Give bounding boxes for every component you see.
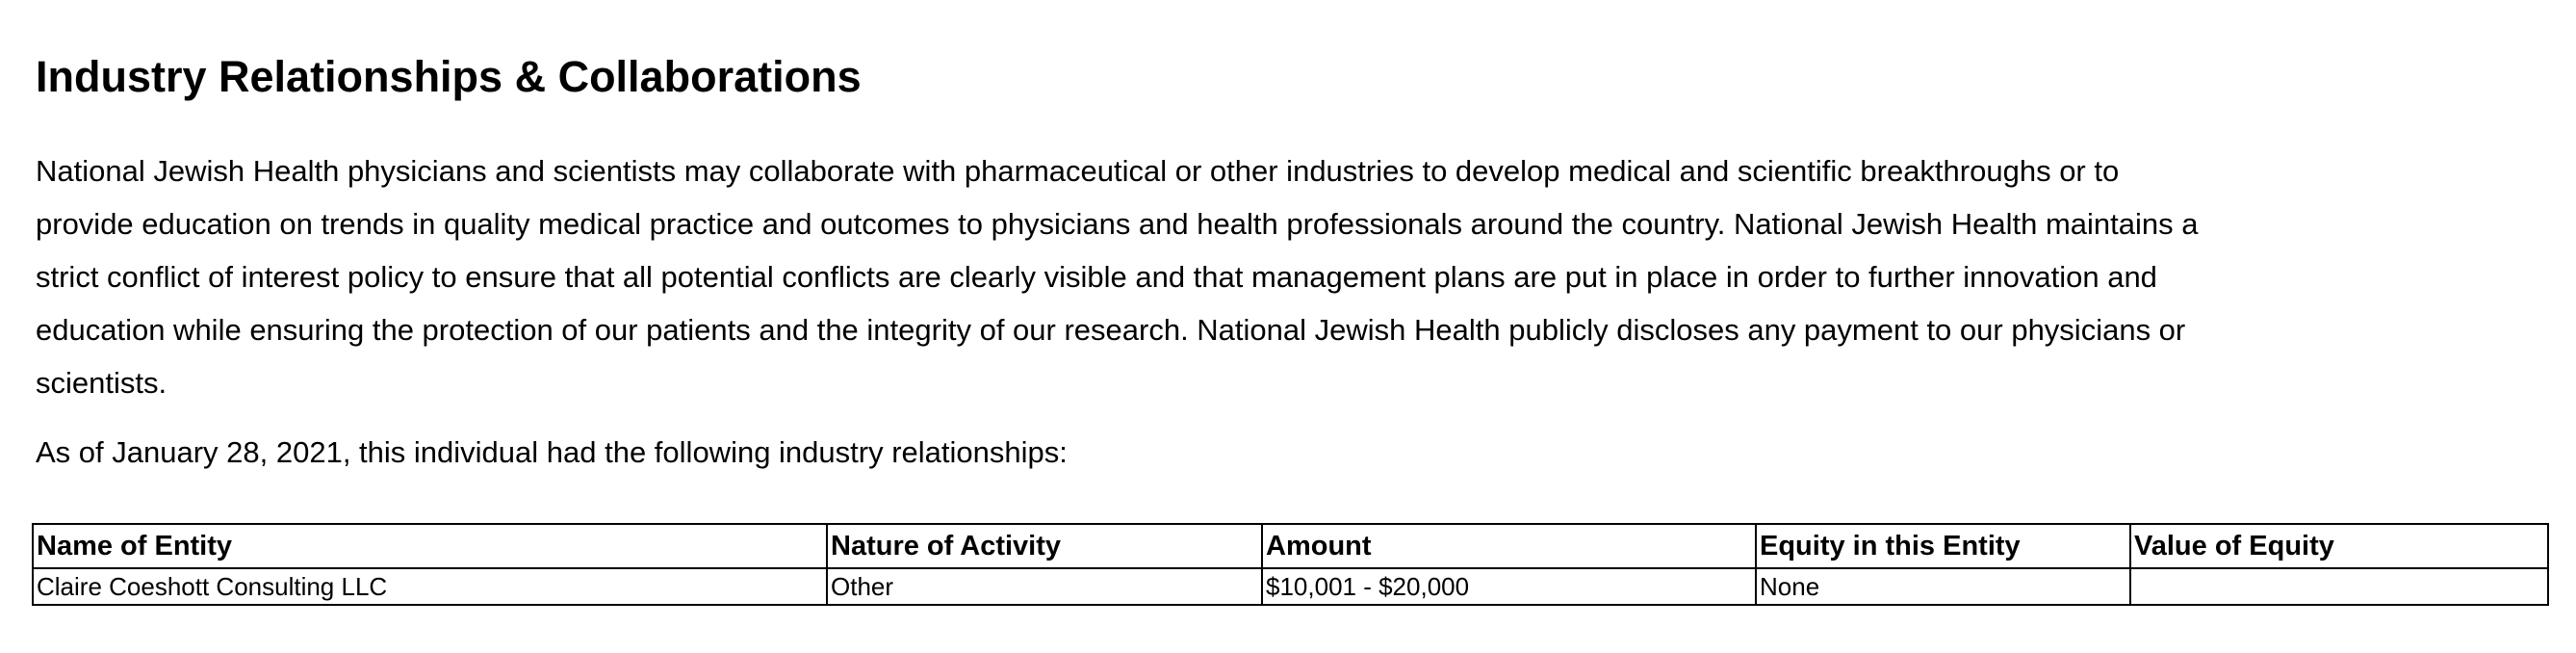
header-amount: Amount <box>1261 523 1757 569</box>
cell-nature-of-activity: Other <box>826 567 1263 606</box>
cell-amount: $10,001 - $20,000 <box>1261 567 1757 606</box>
table-header-row: Name of Entity Nature of Activity Amount… <box>32 523 2549 569</box>
paragraph-line: scientists. <box>36 366 167 400</box>
header-nature-of-activity: Nature of Activity <box>826 523 1263 569</box>
header-equity: Equity in this Entity <box>1755 523 2131 569</box>
header-name-of-entity: Name of Entity <box>32 523 828 569</box>
relationships-table: Name of Entity Nature of Activity Amount… <box>32 523 2549 606</box>
paragraph-line: National Jewish Health physicians and sc… <box>36 154 2120 188</box>
paragraph-line: education while ensuring the protection … <box>36 313 2186 347</box>
as-of-statement: As of January 28, 2021, this individual … <box>36 435 1068 469</box>
cell-equity: None <box>1755 567 2131 606</box>
paragraph-line: strict conflict of interest policy to en… <box>36 260 2157 294</box>
paragraph-line: provide education on trends in quality m… <box>36 207 2199 241</box>
page-title: Industry Relationships & Collaborations <box>36 52 862 101</box>
intro-paragraph: National Jewish Health physicians and sc… <box>36 144 2199 409</box>
table-row: Claire Coeshott Consulting LLC Other $10… <box>32 567 2549 606</box>
cell-name-of-entity: Claire Coeshott Consulting LLC <box>32 567 828 606</box>
cell-value-of-equity <box>2129 567 2549 606</box>
header-value-of-equity: Value of Equity <box>2129 523 2549 569</box>
